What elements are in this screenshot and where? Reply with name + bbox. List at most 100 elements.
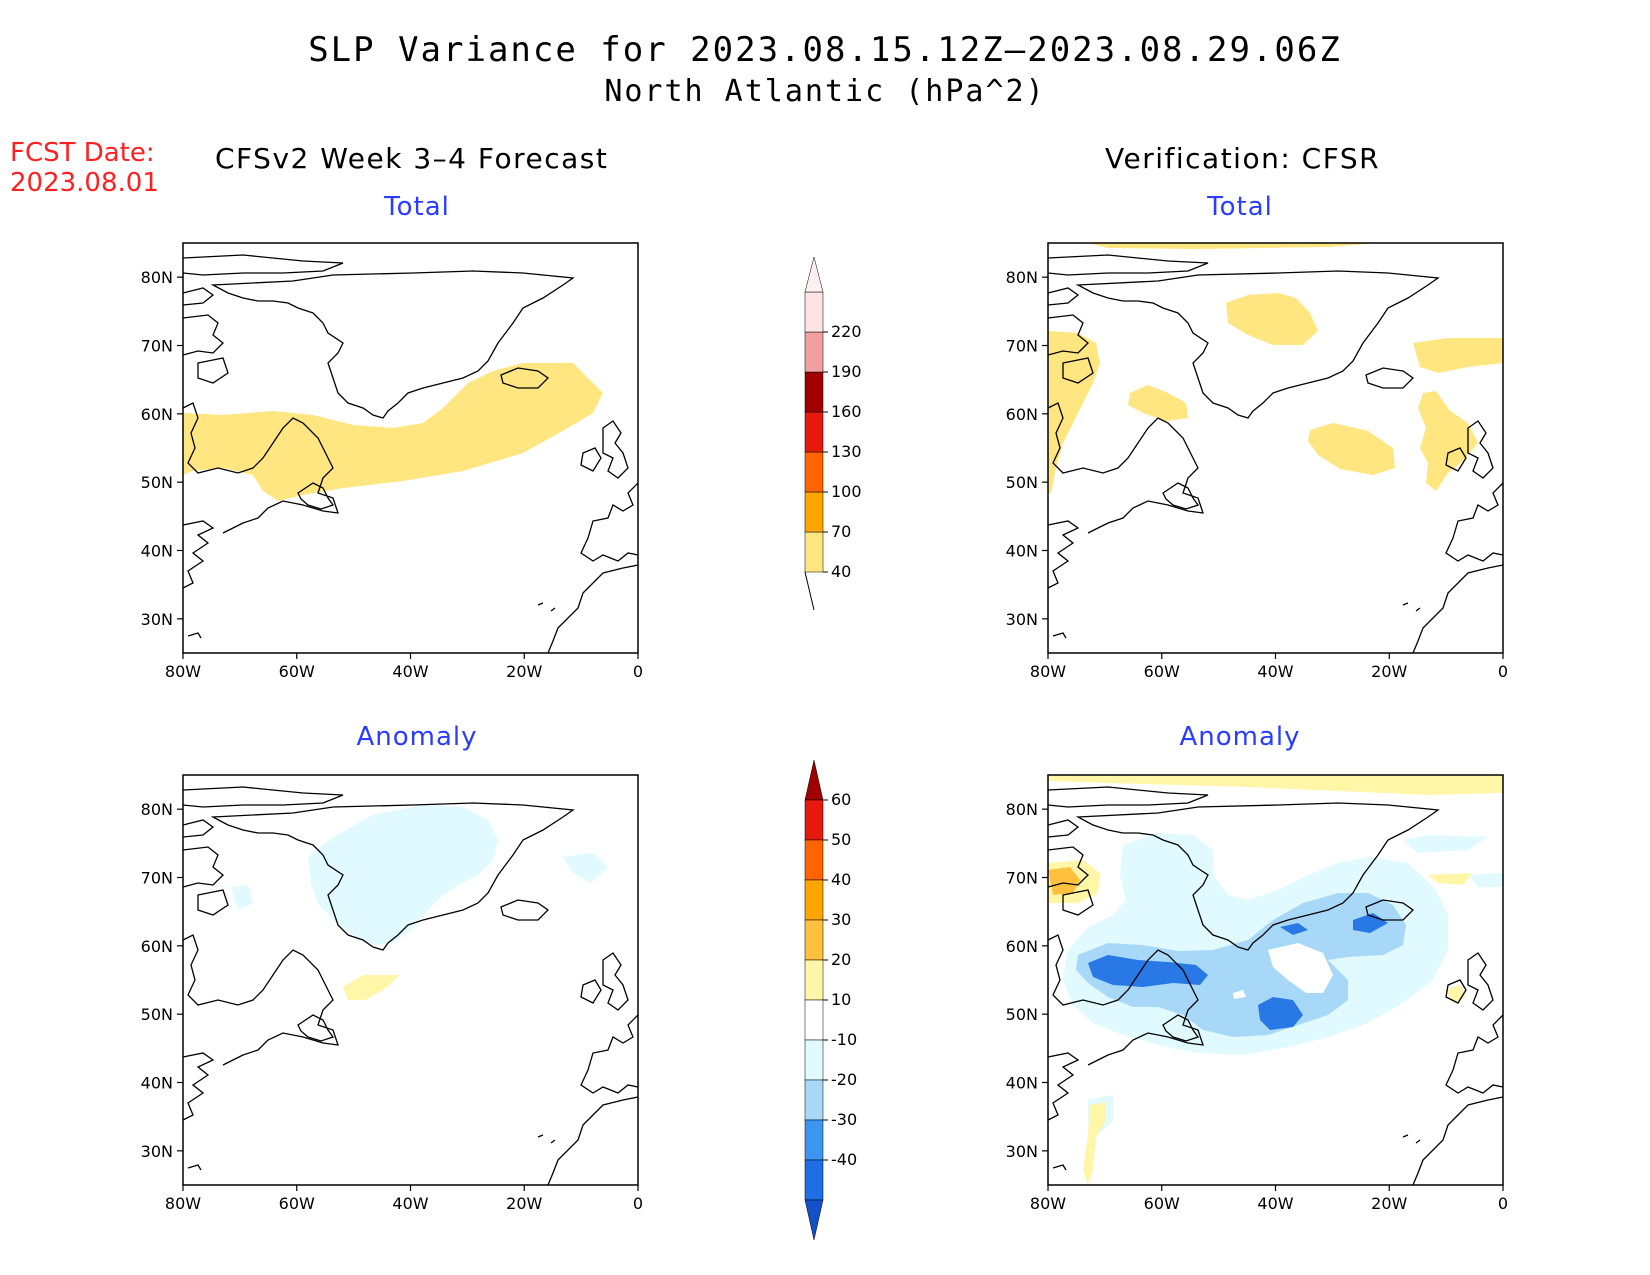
lat-tick-label: 30N	[141, 610, 173, 629]
colorbar-bottom-cap	[804, 571, 815, 611]
colorbar-label: 130	[831, 442, 862, 461]
lat-tick-label: 50N	[1006, 1005, 1038, 1024]
lat-tick-label: 60N	[141, 937, 173, 956]
colorbar-label: 40	[831, 562, 851, 581]
lat-tick-label: 80N	[141, 268, 173, 287]
lon-tick-label: 60W	[279, 662, 315, 681]
colorbar-swatch	[804, 799, 824, 841]
lat-tick-label: 80N	[1006, 268, 1038, 287]
lat-tick-label: 50N	[141, 1005, 173, 1024]
lat-tick-label: 30N	[1006, 1142, 1038, 1161]
colorbar-label: 190	[831, 362, 862, 381]
lat-tick-label: 80N	[141, 800, 173, 819]
lon-tick-label: 0	[1498, 662, 1508, 681]
colorbar-swatch	[804, 451, 824, 493]
colorbar-swatch	[804, 531, 824, 573]
colorbar-label: 220	[831, 322, 862, 341]
lat-tick-label: 70N	[141, 337, 173, 356]
map-axes: 80W 60W 40W 20W 0 80N 70N 60N 50N 40N 30N 80W 60W 40W…	[141, 268, 1508, 1213]
colorbar-top-cap	[804, 256, 824, 293]
lon-tick-label: 80W	[165, 1194, 201, 1213]
lon-tick-label: 20W	[1371, 662, 1407, 681]
lon-tick-label: 80W	[165, 662, 201, 681]
lon-tick-label: 40W	[392, 662, 428, 681]
main-title: SLP Variance for 2023.08.15.12Z–2023.08.…	[308, 30, 1342, 70]
lon-tick-label: 80W	[1030, 1194, 1066, 1213]
lat-tick-label: 50N	[1006, 473, 1038, 492]
colorbar-label: 160	[831, 402, 862, 421]
forecast-date-value: 2023.08.01	[10, 168, 159, 198]
lat-tick-label: 30N	[1006, 610, 1038, 629]
lat-tick-label: 40N	[141, 542, 173, 561]
colorbar-swatch	[804, 411, 824, 453]
lat-tick-label: 40N	[1006, 542, 1038, 561]
colorbar-label: 100	[831, 482, 862, 501]
colorbar-swatch	[804, 371, 824, 413]
forecast-anomaly-title: Anomaly	[356, 722, 478, 752]
lon-tick-label: 0	[633, 662, 643, 681]
lon-tick-label: 0	[1498, 1194, 1508, 1213]
verification-anomaly-title: Anomaly	[1179, 722, 1301, 752]
variance-contours-40-70	[1048, 243, 1503, 493]
anomaly-contours	[1048, 775, 1503, 1185]
colorbar-label: -30	[831, 1110, 857, 1129]
colorbar-swatch	[804, 1119, 824, 1161]
colorbar-swatch	[804, 1159, 824, 1201]
colorbar-label: -10	[831, 1030, 857, 1049]
lon-tick-label: 80W	[1030, 662, 1066, 681]
main-subtitle: North Atlantic (hPa^2)	[604, 74, 1046, 109]
colorbar-swatch	[804, 491, 824, 533]
colorbar-label: 60	[831, 790, 851, 809]
colorbar-swatch	[804, 879, 824, 921]
lon-tick-label: 20W	[506, 662, 542, 681]
lon-tick-label: 20W	[1371, 1194, 1407, 1213]
lat-tick-label: 40N	[1006, 1074, 1038, 1093]
verification-total-map	[1047, 242, 1504, 654]
lon-tick-label: 40W	[1257, 662, 1293, 681]
colorbar-label: -40	[831, 1150, 857, 1169]
lon-tick-label: 0	[633, 1194, 643, 1213]
colorbar-bottom-cap	[804, 1199, 824, 1241]
forecast-total-map	[182, 242, 639, 654]
colorbar-label: 50	[831, 830, 851, 849]
lon-tick-label: 40W	[1257, 1194, 1293, 1213]
colorbar-swatch	[804, 919, 824, 961]
lat-tick-label: 70N	[1006, 337, 1038, 356]
colorbar-label: 70	[831, 522, 851, 541]
forecast-date-label: FCST Date:	[10, 138, 155, 168]
colorbar-swatch	[804, 331, 824, 373]
lon-tick-label: 60W	[279, 1194, 315, 1213]
forecast-total-title: Total	[384, 192, 450, 222]
colorbar-swatch	[804, 1039, 824, 1081]
colorbar-swatch	[804, 1079, 824, 1121]
variance-band-40-70	[183, 363, 603, 501]
colorbar-swatch	[804, 839, 824, 881]
lat-tick-label: 50N	[141, 473, 173, 492]
anomaly-contours	[231, 805, 608, 1000]
verification-column-heading: Verification: CFSR	[1105, 142, 1381, 175]
lat-tick-label: 70N	[141, 869, 173, 888]
lat-tick-label: 30N	[141, 1142, 173, 1161]
forecast-anomaly-map	[182, 774, 639, 1186]
lon-tick-label: 20W	[506, 1194, 542, 1213]
lat-tick-label: 40N	[141, 1074, 173, 1093]
verification-total-title: Total	[1207, 192, 1273, 222]
lat-tick-label: 70N	[1006, 869, 1038, 888]
colorbar-top-cap	[804, 759, 824, 801]
lat-tick-label: 60N	[1006, 937, 1038, 956]
colorbar-swatch	[804, 291, 824, 333]
colorbar-swatch	[804, 959, 824, 1001]
lat-tick-label: 60N	[141, 405, 173, 424]
colorbar-swatch	[804, 999, 824, 1041]
forecast-column-heading: CFSv2 Week 3–4 Forecast	[215, 142, 609, 175]
lon-tick-label: 60W	[1144, 662, 1180, 681]
colorbar-label: -20	[831, 1070, 857, 1089]
colorbar-label: 30	[831, 910, 851, 929]
colorbar-label: 40	[831, 870, 851, 889]
lat-tick-label: 60N	[1006, 405, 1038, 424]
anomaly-colorbar: 60 50 40 30 20 10 -10 -20 -30 -40	[804, 759, 857, 1241]
colorbar-label: 20	[831, 950, 851, 969]
lat-tick-label: 80N	[1006, 800, 1038, 819]
verification-anomaly-map	[1047, 774, 1504, 1186]
